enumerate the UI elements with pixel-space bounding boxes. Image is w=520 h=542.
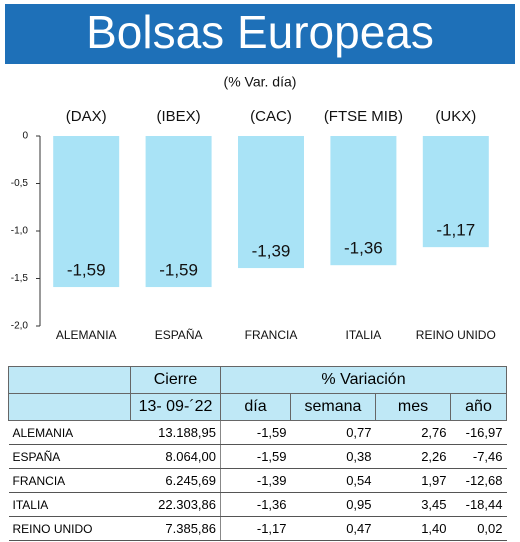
header-cell: semana	[290, 393, 376, 421]
header-cell	[8, 366, 131, 394]
table-row: ALEMANIA 13.188,95 -1,59 0,77 2,76 -16,97	[8, 420, 507, 445]
cell: 6.245,69	[130, 468, 221, 493]
data-label: -1,59	[159, 261, 198, 280]
header-row: Cierre % Variación	[8, 366, 507, 394]
cell: -12,68	[450, 468, 507, 493]
cell: 0,02	[450, 516, 507, 541]
cell: -1,17	[220, 516, 291, 541]
data-label: -1,39	[252, 242, 291, 261]
chart-title: Bolsas Europeas	[86, 6, 434, 58]
y-tick-label: -1,0	[11, 226, 29, 237]
ticker-label: (UKX)	[435, 108, 476, 125]
cell: -7,46	[450, 444, 507, 469]
cell: -16,97	[450, 420, 507, 445]
header-cell: Cierre	[130, 366, 221, 394]
cell: 1,40	[375, 516, 451, 541]
chart: Bolsas Europeas (% Var. día) 0 -0,5 -1,0 -1…	[5, 4, 515, 342]
row-label: REINO UNIDO	[8, 516, 131, 541]
header-cell	[8, 393, 131, 421]
x-tick-label: REINO UNIDO	[416, 328, 496, 342]
title-banner	[5, 4, 515, 64]
table-row: ITALIA 22.303,86 -1,36 0,95 3,45 -18,44	[8, 492, 507, 517]
chart-subtitle: (% Var. día)	[224, 74, 297, 90]
y-tick-label: -0,5	[11, 178, 29, 189]
row-label: ESPAÑA	[8, 444, 131, 469]
data-label: -1,36	[344, 239, 383, 258]
data-label: -1,59	[67, 261, 106, 280]
table-row: ESPAÑA 8.064,00 -1,59 0,38 2,26 -7,46	[8, 444, 507, 469]
cell: 7.385,86	[130, 516, 221, 541]
ticker-label: (DAX)	[66, 108, 107, 125]
cell: 1,97	[375, 468, 451, 493]
cell: -1,36	[220, 492, 291, 517]
cell: 0,54	[290, 468, 376, 493]
bar	[53, 136, 120, 288]
row-label: ITALIA	[8, 492, 131, 517]
x-tick-label: ALEMANIA	[56, 328, 117, 342]
ticker-label: (IBEX)	[157, 108, 201, 125]
cell: 3,45	[375, 492, 451, 517]
x-tick-label: ITALIA	[346, 328, 382, 342]
y-tick-label: 0	[22, 131, 28, 142]
x-tick-label: FRANCIA	[245, 328, 298, 342]
row-label: FRANCIA	[8, 468, 131, 493]
cell: 13.188,95	[130, 420, 221, 445]
table-row: FRANCIA 6.245,69 -1,39 0,54 1,97 -12,68	[8, 468, 507, 493]
bar	[330, 136, 397, 266]
data-table: Cierre % Variación 13- 09-´22 día semana me…	[8, 366, 507, 541]
cell: 0,38	[290, 444, 376, 469]
cell: -18,44	[450, 492, 507, 517]
cell: 22.303,86	[130, 492, 221, 517]
cell: 8.064,00	[130, 444, 221, 469]
header-cell: día	[220, 393, 291, 421]
cell: -1,59	[220, 444, 291, 469]
cell: 0,77	[290, 420, 376, 445]
header-cell: 13- 09-´22	[130, 393, 221, 421]
ticker-label: (FTSE MIB)	[324, 108, 403, 125]
ticker-label: (CAC)	[250, 108, 292, 125]
cell: 0,95	[290, 492, 376, 517]
bar	[238, 136, 304, 269]
cell: 2,26	[375, 444, 451, 469]
y-tick-label: -1,5	[11, 273, 29, 284]
header-cell: % Variación	[220, 366, 507, 394]
row-label: ALEMANIA	[8, 420, 131, 445]
bar	[145, 136, 212, 288]
header-cell: año	[450, 393, 507, 421]
header-cell: mes	[375, 393, 451, 421]
cell: 2,76	[375, 420, 451, 445]
x-tick-label: ESPAÑA	[155, 328, 203, 342]
cell: 0,47	[290, 516, 376, 541]
data-label: -1,17	[436, 221, 475, 240]
y-tick-label: -2,0	[11, 321, 29, 332]
table-row: REINO UNIDO 7.385,86 -1,17 0,47 1,40 0,02	[8, 516, 507, 541]
table-body: Cierre % Variación 13- 09-´22 día semana me…	[8, 366, 507, 541]
bar	[422, 136, 489, 248]
cell: -1,59	[220, 420, 291, 445]
subheader-row: 13- 09-´22 día semana mes año	[8, 393, 507, 421]
cell: -1,39	[220, 468, 291, 493]
